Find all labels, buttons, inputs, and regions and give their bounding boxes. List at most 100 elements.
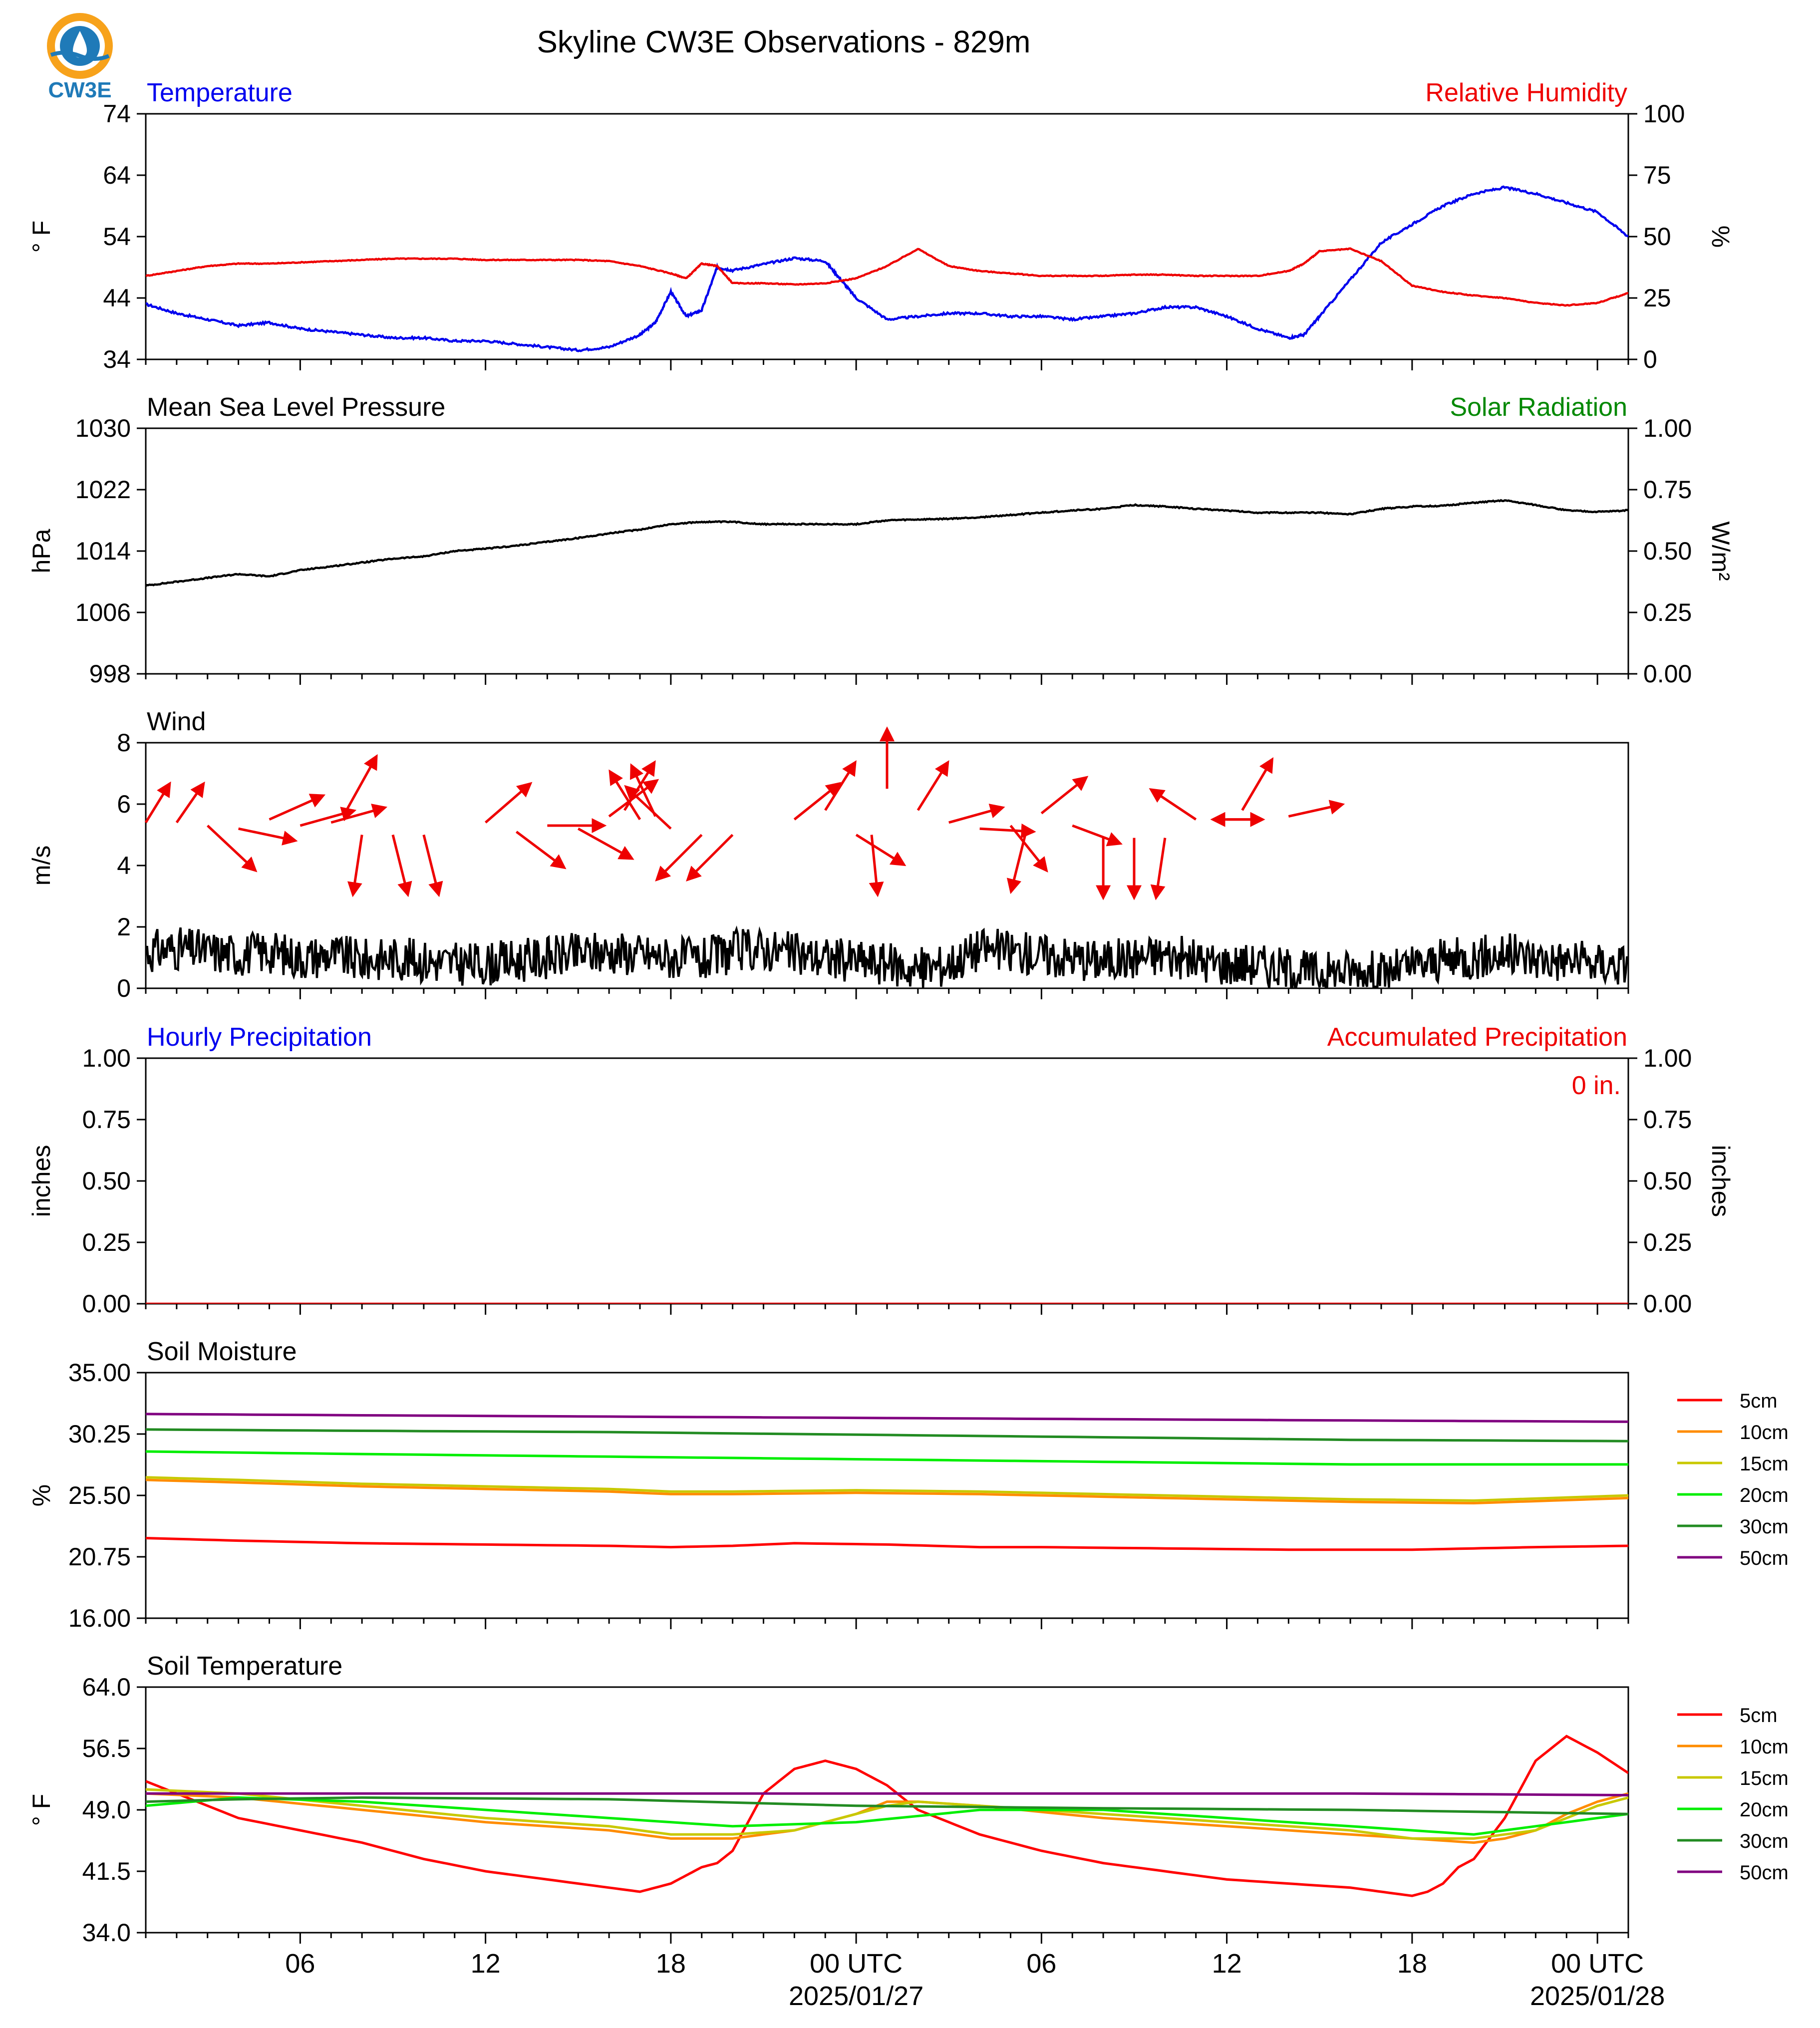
y-tick-label: 8	[117, 729, 131, 757]
series-line-mean-sea-level-pressure	[146, 499, 1628, 587]
wind-arrow	[269, 794, 326, 821]
y-tick-label: 1022	[75, 476, 131, 504]
series-line-wind-speed	[146, 925, 1628, 988]
x-tick-label: 12	[471, 1949, 501, 1979]
legend-label-30cm: 30cm	[1740, 1516, 1789, 1538]
y-tick-label: 41.5	[82, 1857, 131, 1885]
series-line-15cm	[146, 1476, 1628, 1502]
y-tick-right-label: 0.25	[1643, 598, 1692, 626]
y-tick-label: 0.25	[82, 1228, 131, 1256]
series-line-50cm	[146, 1413, 1628, 1423]
panel-precipitation: 1.00 0.75 0.50 0.25 0.00 1.00 0.75 0.50 0.25 0.00…	[27, 1023, 1735, 1318]
y-tick-label: 1014	[75, 537, 131, 565]
wind-arrow	[422, 834, 443, 897]
wind-arrow	[624, 785, 672, 830]
y-tick-right-label: 1.00	[1643, 1044, 1692, 1072]
legend-label-50cm: 50cm	[1740, 1862, 1789, 1884]
figure-title: Skyline CW3E Observations - 829m	[537, 25, 1031, 59]
y-axis-right-label: inches	[1707, 1145, 1735, 1217]
y-tick-label: 0.75	[82, 1106, 131, 1134]
wind-arrow	[655, 834, 703, 882]
wind-arrow	[948, 804, 1005, 824]
series-line-15cm	[146, 1788, 1628, 1840]
y-tick-label: 30.25	[68, 1420, 131, 1448]
wind-arrow	[979, 823, 1036, 839]
y-tick-label: 34.0	[82, 1919, 131, 1947]
wind-arrow	[1072, 824, 1123, 847]
y-tick-label: 34	[103, 345, 131, 373]
legend-label-15cm: 15cm	[1740, 1453, 1789, 1475]
wind-arrow	[345, 754, 378, 811]
series-line-30cm	[146, 1796, 1628, 1815]
series-line-20cm	[146, 1450, 1628, 1466]
y-tick-label: 35.00	[68, 1359, 131, 1387]
y-tick-right-label: 0.75	[1643, 1106, 1692, 1134]
wind-arrow	[1241, 757, 1274, 811]
x-tick-label: 18	[1397, 1949, 1427, 1979]
series-line-20cm	[146, 1796, 1628, 1836]
x-tick-label: 06	[285, 1949, 315, 1979]
wind-arrow	[144, 781, 171, 824]
logo-text: CW3E	[48, 78, 111, 102]
x-tick-label: 18	[656, 1949, 686, 1979]
panel-right-title: Accumulated Precipitation	[1327, 1023, 1627, 1052]
panel-soil-moisture: 35.00 30.25 25.50 20.75 16.00 Soil Moisture% 5…	[27, 1337, 1789, 1632]
series-line-30cm	[146, 1428, 1628, 1443]
y-tick-label: 0	[117, 974, 131, 1002]
droplet-icon	[73, 31, 87, 58]
wave-icon	[50, 50, 110, 61]
panel-right-title: Relative Humidity	[1425, 78, 1627, 107]
wind-arrow	[1288, 800, 1345, 818]
x-tick-label: 00 UTC	[1551, 1949, 1644, 1979]
panel-left-title: Soil Moisture	[147, 1337, 297, 1366]
legend-label-10cm: 10cm	[1740, 1736, 1789, 1758]
cw3e-logo: CW3E	[47, 13, 113, 102]
panel-wind: 8 6 4 2 0 Wind m/s	[27, 707, 1629, 1002]
wind-arrow	[686, 834, 734, 882]
logo-ring	[47, 13, 113, 79]
wind-arrow	[238, 827, 298, 846]
wind-arrow	[916, 760, 949, 811]
x-tick-label: 12	[1212, 1949, 1242, 1979]
y-tick-label: 54	[103, 223, 131, 251]
y-tick-label: 64	[103, 161, 131, 189]
y-axis-right-label: W/m²	[1707, 521, 1735, 580]
plot-frame	[145, 427, 1629, 675]
wind-arrow	[824, 760, 857, 811]
y-tick-label: 44	[103, 284, 131, 312]
y-tick-label: 1006	[75, 598, 131, 626]
panel-temperature-rh: 74 64 54 44 34 100 75 50 25 0 Temperature Relative …	[27, 78, 1735, 373]
y-tick-label: 4	[117, 852, 131, 879]
series-line-50cm	[146, 1792, 1628, 1796]
wind-arrow	[330, 804, 388, 824]
y-tick-right-label: 0.50	[1643, 537, 1692, 565]
wind-arrow	[793, 782, 842, 821]
series-line-5cm	[146, 1735, 1628, 1897]
wind-arrow	[1006, 831, 1027, 894]
y-tick-label: 49.0	[82, 1796, 131, 1824]
y-tick-right-label: 0.75	[1643, 476, 1692, 504]
panel-left-title: Mean Sea Level Pressure	[147, 393, 445, 422]
wind-arrow	[300, 807, 357, 827]
y-tick-right-label: 0.50	[1643, 1167, 1692, 1195]
legend-label-30cm: 30cm	[1740, 1830, 1789, 1852]
y-axis-label: hPa	[27, 529, 55, 573]
series-line-5cm	[146, 1537, 1628, 1551]
y-tick-right-label: 75	[1643, 161, 1671, 189]
wind-arrow	[207, 825, 258, 872]
x-date-label: 2025/01/28	[1530, 1981, 1665, 2011]
legend-label-10cm: 10cm	[1740, 1422, 1789, 1444]
legend-label-20cm: 20cm	[1740, 1484, 1789, 1506]
series-line-10cm	[146, 1478, 1628, 1505]
plot-frame	[145, 113, 1629, 360]
y-tick-label: 998	[89, 660, 131, 688]
y-tick-label: 25.50	[68, 1481, 131, 1509]
wind-arrow	[391, 834, 412, 897]
wind-arrow	[869, 835, 884, 897]
wind-arrow	[347, 835, 363, 897]
y-axis-label: %	[27, 1484, 55, 1506]
y-tick-label: 64.0	[82, 1673, 131, 1701]
y-tick-label: 74	[103, 100, 131, 128]
plot-frame	[145, 1057, 1629, 1305]
